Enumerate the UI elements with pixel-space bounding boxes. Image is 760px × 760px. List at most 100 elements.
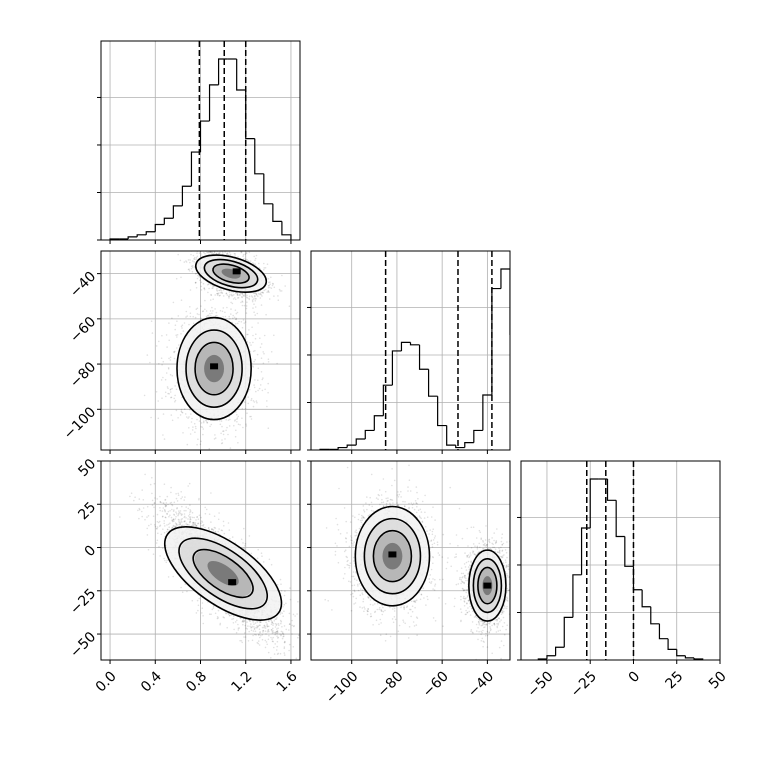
hist2d-panel-0-1-point xyxy=(246,412,248,415)
hist2d-panel-0-2-point xyxy=(186,523,189,526)
hist1d-panel-0-bin-12 xyxy=(217,58,228,85)
hist2d-panel-0-2-point xyxy=(268,634,270,637)
hist2d-panel-0-1-point xyxy=(188,270,191,272)
hist2d-panel-0-1-point xyxy=(245,252,247,254)
hist2d-panel-0-1-point xyxy=(210,315,212,317)
hist1d-panel-2-bin-4 xyxy=(572,574,582,618)
hist2d-panel-0-2-point xyxy=(211,528,213,531)
hist2d-panel-0-1-point xyxy=(176,334,179,336)
hist2d-panel-0-1-point xyxy=(234,420,236,422)
hist2d-panel-0-2-point xyxy=(243,620,246,623)
hist2d-panel-0-1-point xyxy=(254,306,257,308)
hist2d-panel-0-1-point xyxy=(235,411,237,413)
hist2d-panel-0-2-point xyxy=(192,522,195,524)
hist2d-panel-0-1-point xyxy=(263,262,265,265)
hist2d-panel-0-1-contour-1-1 xyxy=(185,329,243,408)
hist2d-panel-0-1-point xyxy=(241,407,244,410)
hist2d-panel-0-1-point xyxy=(234,292,237,294)
hist1d-panel-1-bin-16 xyxy=(464,442,474,448)
hist1d-panel-0-bin-11 xyxy=(208,84,219,122)
hist2d-panel-0-1-point xyxy=(269,281,271,283)
hist2d-panel-0-2-point xyxy=(223,532,226,535)
hist2d-panel-0-2-point xyxy=(279,670,281,672)
hist2d-panel-0-2-point xyxy=(155,527,158,530)
hist2d-panel-0-1-point xyxy=(212,245,214,247)
hist2d-panel-0-1-point xyxy=(255,390,257,393)
hist2d-panel-0-1-point xyxy=(218,294,221,297)
hist2d-panel-0-1-point xyxy=(149,361,151,364)
hist2d-panel-0-1-point xyxy=(180,333,182,335)
hist2d-panel-0-1-point xyxy=(202,421,205,424)
hist2d-panel-0-1-point xyxy=(195,245,197,247)
hist2d-panel-0-1-point xyxy=(245,305,248,307)
hist2d-panel-0-1-point xyxy=(255,294,258,296)
hist2d-panel-0-1-point xyxy=(195,258,197,261)
hist2d-panel-0-1-point xyxy=(204,252,206,255)
hist2d-panel-0-2-point xyxy=(174,522,177,524)
hist2d-panel-0-2-point xyxy=(272,627,274,630)
hist2d-panel-0-1-point xyxy=(242,293,244,296)
hist2d-panel-0-1-point xyxy=(234,255,236,257)
hist2d-panel-0-1-point xyxy=(176,347,178,349)
hist2d-panel-0-2-point xyxy=(273,653,276,655)
hist2d-panel-0-2-point xyxy=(276,583,279,586)
hist2d-panel-0-2-point xyxy=(232,615,235,618)
hist2d-panel-0-1-point xyxy=(196,313,199,315)
hist2d-panel-0-1-point xyxy=(205,249,207,251)
hist1d-panel-0-bin-17 xyxy=(263,173,273,205)
hist2d-panel-0-1-point xyxy=(248,466,250,468)
hist2d-panel-0-1-point xyxy=(254,294,256,297)
hist2d-panel-0-1-point xyxy=(263,267,266,269)
hist2d-panel-0-2-point xyxy=(200,522,202,524)
hist2d-panel-0-1-point xyxy=(236,293,239,296)
hist2d-panel-0-1-point xyxy=(266,405,268,408)
hist2d-panel-0-1-point xyxy=(200,246,202,248)
hist2d-panel-0-1-point xyxy=(203,287,206,290)
hist2d-panel-0-2-point xyxy=(272,630,274,632)
hist2d-panel-0-2-point xyxy=(166,512,168,515)
hist2d-panel-0-2-point xyxy=(242,542,244,544)
hist2d-panel-0-1-point xyxy=(240,248,242,250)
hist2d-panel-0-2-point xyxy=(212,530,215,532)
hist2d-panel-0-1-point xyxy=(190,421,193,423)
hist2d-panel-0-1-point xyxy=(232,314,234,317)
hist2d-panel-0-1-point xyxy=(253,303,255,306)
hist2d-panel-0-1-point xyxy=(254,349,256,352)
hist2d-panel-0-1-point xyxy=(186,315,188,317)
hist1d-panel-2-bin-16 xyxy=(676,649,686,657)
hist2d-panel-0-1-point xyxy=(200,253,202,255)
hist2d-panel-0-1-point xyxy=(187,417,189,419)
hist2d-panel-0-2-point xyxy=(210,613,212,615)
hist2d-panel-0-2-point xyxy=(259,621,261,624)
hist1d-panel-1-bin-17 xyxy=(473,429,483,443)
hist2d-panel-0-2-point xyxy=(176,507,178,509)
hist2d-panel-0-1-point xyxy=(213,242,215,244)
hist2d-panel-0-1-point xyxy=(245,258,247,261)
hist2d-panel-0-2-point xyxy=(248,630,250,633)
hist2d-panel-0-1-point xyxy=(168,357,170,360)
hist2d-panel-0-1-point xyxy=(277,295,279,297)
hist2d-panel-0-2 xyxy=(100,460,301,672)
hist2d-panel-0-1-point xyxy=(217,293,220,295)
hist2d-panel-0-2-point xyxy=(200,520,203,522)
hist2d-panel-0-1-point xyxy=(245,312,248,314)
hist2d-panel-0-2-point xyxy=(274,631,277,634)
hist2d-panel-0-1-point xyxy=(268,298,271,300)
hist2d-panel-0-1-point xyxy=(254,295,256,298)
hist2d-panel-0-1-point xyxy=(188,416,190,418)
hist2d-panel-0-1-point xyxy=(177,315,180,317)
hist2d-panel-0-1-point xyxy=(241,300,243,303)
hist2d-panel-0-1-point xyxy=(212,310,214,312)
hist2d-panel-0-1-point xyxy=(262,292,265,294)
hist2d-panel-0-1-point xyxy=(170,388,172,391)
hist2d-panel-0-1-point xyxy=(248,251,251,254)
hist2d-panel-0-1-point xyxy=(234,318,237,321)
hist2d-panel-0-1-point xyxy=(196,277,199,280)
hist2d-panel-0-1-point xyxy=(243,401,246,403)
hist2d-panel-0-2-point xyxy=(276,645,279,648)
hist2d-panel-0-2-point xyxy=(170,491,172,494)
hist2d-panel-0-1-point xyxy=(242,319,245,321)
hist2d-panel-0-1-point xyxy=(195,272,197,275)
hist1d-panel-1-bin-3 xyxy=(346,444,357,448)
hist2d-panel-0-2-point xyxy=(134,496,136,499)
